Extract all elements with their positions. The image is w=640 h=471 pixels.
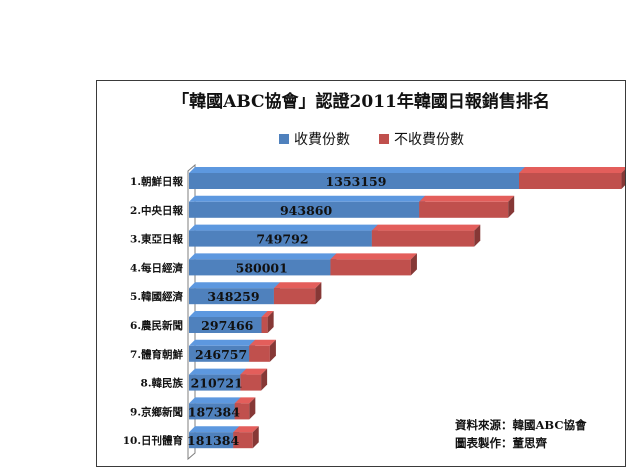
category-label: 7.體育朝鮮 <box>130 348 183 361</box>
bar-paid-face <box>189 432 234 449</box>
value-label: 297466 <box>201 318 253 333</box>
category-label: 10.日刊體育 <box>123 434 184 447</box>
bar-paid-face <box>189 259 331 276</box>
bar-free-side <box>267 311 274 333</box>
chart-frame: 「韓國ABC協會」認證2011年韓國日報銷售排名 收費份數 不收費份數 1.朝鮮… <box>96 80 626 467</box>
bar-free-side <box>474 224 481 247</box>
value-label: 348259 <box>207 289 259 304</box>
legend: 收費份數 不收費份數 <box>279 132 464 148</box>
bar-free-face <box>240 374 262 391</box>
bar-free-side <box>508 195 515 218</box>
bar-free-face <box>330 259 411 276</box>
bar-free-top <box>233 426 259 433</box>
bar-paid <box>189 339 256 362</box>
bar-free-face <box>261 317 268 333</box>
chart-canvas: 「韓國ABC協會」認證2011年韓國日報銷售排名 收費份數 不收費份數 1.朝鮮… <box>123 91 625 461</box>
legend-label-free: 不收費份數 <box>394 132 464 148</box>
category-label: 5.韓國經濟 <box>130 290 183 303</box>
chart-title: 「韓國ABC協會」認證2011年韓國日報銷售排名 <box>172 91 550 112</box>
bar-free <box>234 397 256 420</box>
bar-free-face <box>233 432 253 449</box>
value-label: 943860 <box>280 203 332 218</box>
bar-free-top <box>261 311 274 317</box>
bar-free-side <box>269 339 276 362</box>
bar-free-side <box>621 169 625 189</box>
bar-paid-face <box>189 374 241 391</box>
value-label: 580001 <box>236 260 288 275</box>
bar-paid-face <box>189 201 420 218</box>
bar-paid <box>189 224 378 247</box>
bar-free-face <box>273 288 316 305</box>
bar-paid <box>189 167 525 189</box>
bar-free <box>273 282 322 305</box>
category-label: 4.每日經濟 <box>130 261 183 274</box>
bar-free-face <box>519 173 622 189</box>
bar-paid-top <box>189 339 256 346</box>
bar-paid-top <box>189 311 268 317</box>
bar-paid-top <box>189 282 280 289</box>
value-label: 181384 <box>187 433 239 448</box>
value-label: 749792 <box>256 232 308 247</box>
category-labels: 1.朝鮮日報 2.中央日報 3.東亞日報 4.每日經濟 5.韓國經濟 6.農民新聞 7.體育… <box>123 175 184 447</box>
bar-paid-top <box>189 253 337 260</box>
value-label: 210721 <box>191 376 243 391</box>
bar-free-top <box>371 224 481 231</box>
bars <box>189 167 625 449</box>
bar-free-side <box>249 397 256 420</box>
chart-author-credit: 圖表製作：董思齊 <box>455 436 547 450</box>
bar-free <box>249 339 276 362</box>
bar-free-top <box>330 253 417 260</box>
source-credit: 資料來源：韓國ABC協會 <box>455 418 587 432</box>
bar-paid-top <box>189 224 378 231</box>
category-label: 1.朝鮮日報 <box>130 175 183 188</box>
bar-free-side <box>261 368 268 391</box>
bar-free-top <box>249 339 276 346</box>
bar-free-face <box>371 230 475 247</box>
bar-free-face <box>419 201 509 218</box>
bar-free <box>330 253 417 276</box>
value-label: 1353159 <box>326 174 387 189</box>
category-label: 8.韓民族 <box>141 377 184 390</box>
bar-free-top <box>273 282 322 289</box>
bar-free-top <box>234 397 256 404</box>
bar-paid-face <box>189 173 519 189</box>
bar-free-side <box>315 282 322 305</box>
category-label: 2.中央日報 <box>130 204 183 217</box>
bar-free <box>233 426 259 449</box>
legend-swatch-free <box>379 134 389 144</box>
bar-free-side <box>252 426 259 449</box>
bar-paid-face <box>189 230 372 247</box>
bar-free-side <box>410 253 417 276</box>
bar-paid-top <box>189 195 426 202</box>
bar-paid-top <box>189 397 241 404</box>
bar-free <box>419 195 515 218</box>
legend-label-paid: 收費份數 <box>294 132 350 148</box>
bar-paid-face <box>189 288 274 305</box>
category-label: 6.農民新聞 <box>130 319 183 332</box>
bar-free <box>261 311 274 333</box>
bar-paid-face <box>189 317 262 333</box>
bar-paid-top <box>189 167 525 173</box>
bar-free <box>240 368 268 391</box>
bar-free <box>371 224 481 247</box>
category-label: 3.東亞日報 <box>130 233 183 246</box>
bar-paid-face <box>189 403 235 420</box>
value-label: 246757 <box>195 347 247 362</box>
bar-free <box>519 167 625 189</box>
bar-free-face <box>234 403 250 420</box>
bar-free-top <box>240 368 268 375</box>
value-labels: 1353159 943860 749792 580001 348259 297466 246… <box>187 174 386 448</box>
bar-paid-top <box>189 426 240 433</box>
bar-free-top <box>419 195 515 202</box>
bar-paid-top <box>189 368 247 375</box>
category-label: 9.京鄉新聞 <box>130 405 183 418</box>
legend-swatch-paid <box>279 134 289 144</box>
bar-paid-face <box>189 345 250 362</box>
bar-free-top <box>519 167 625 173</box>
bar-free-face <box>249 345 270 362</box>
value-label: 187384 <box>188 404 240 419</box>
